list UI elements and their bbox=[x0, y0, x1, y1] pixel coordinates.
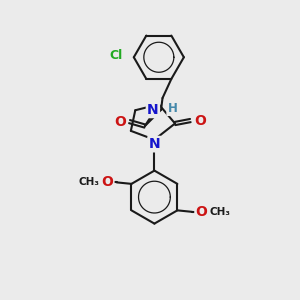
Text: N: N bbox=[148, 137, 160, 151]
Text: O: O bbox=[101, 176, 113, 189]
Text: O: O bbox=[194, 114, 206, 128]
Text: CH₃: CH₃ bbox=[210, 207, 231, 217]
Text: H: H bbox=[167, 102, 177, 115]
Text: N: N bbox=[147, 103, 159, 117]
Text: Cl: Cl bbox=[110, 49, 123, 62]
Text: CH₃: CH₃ bbox=[78, 177, 99, 188]
Text: O: O bbox=[114, 115, 126, 129]
Text: O: O bbox=[196, 205, 208, 219]
